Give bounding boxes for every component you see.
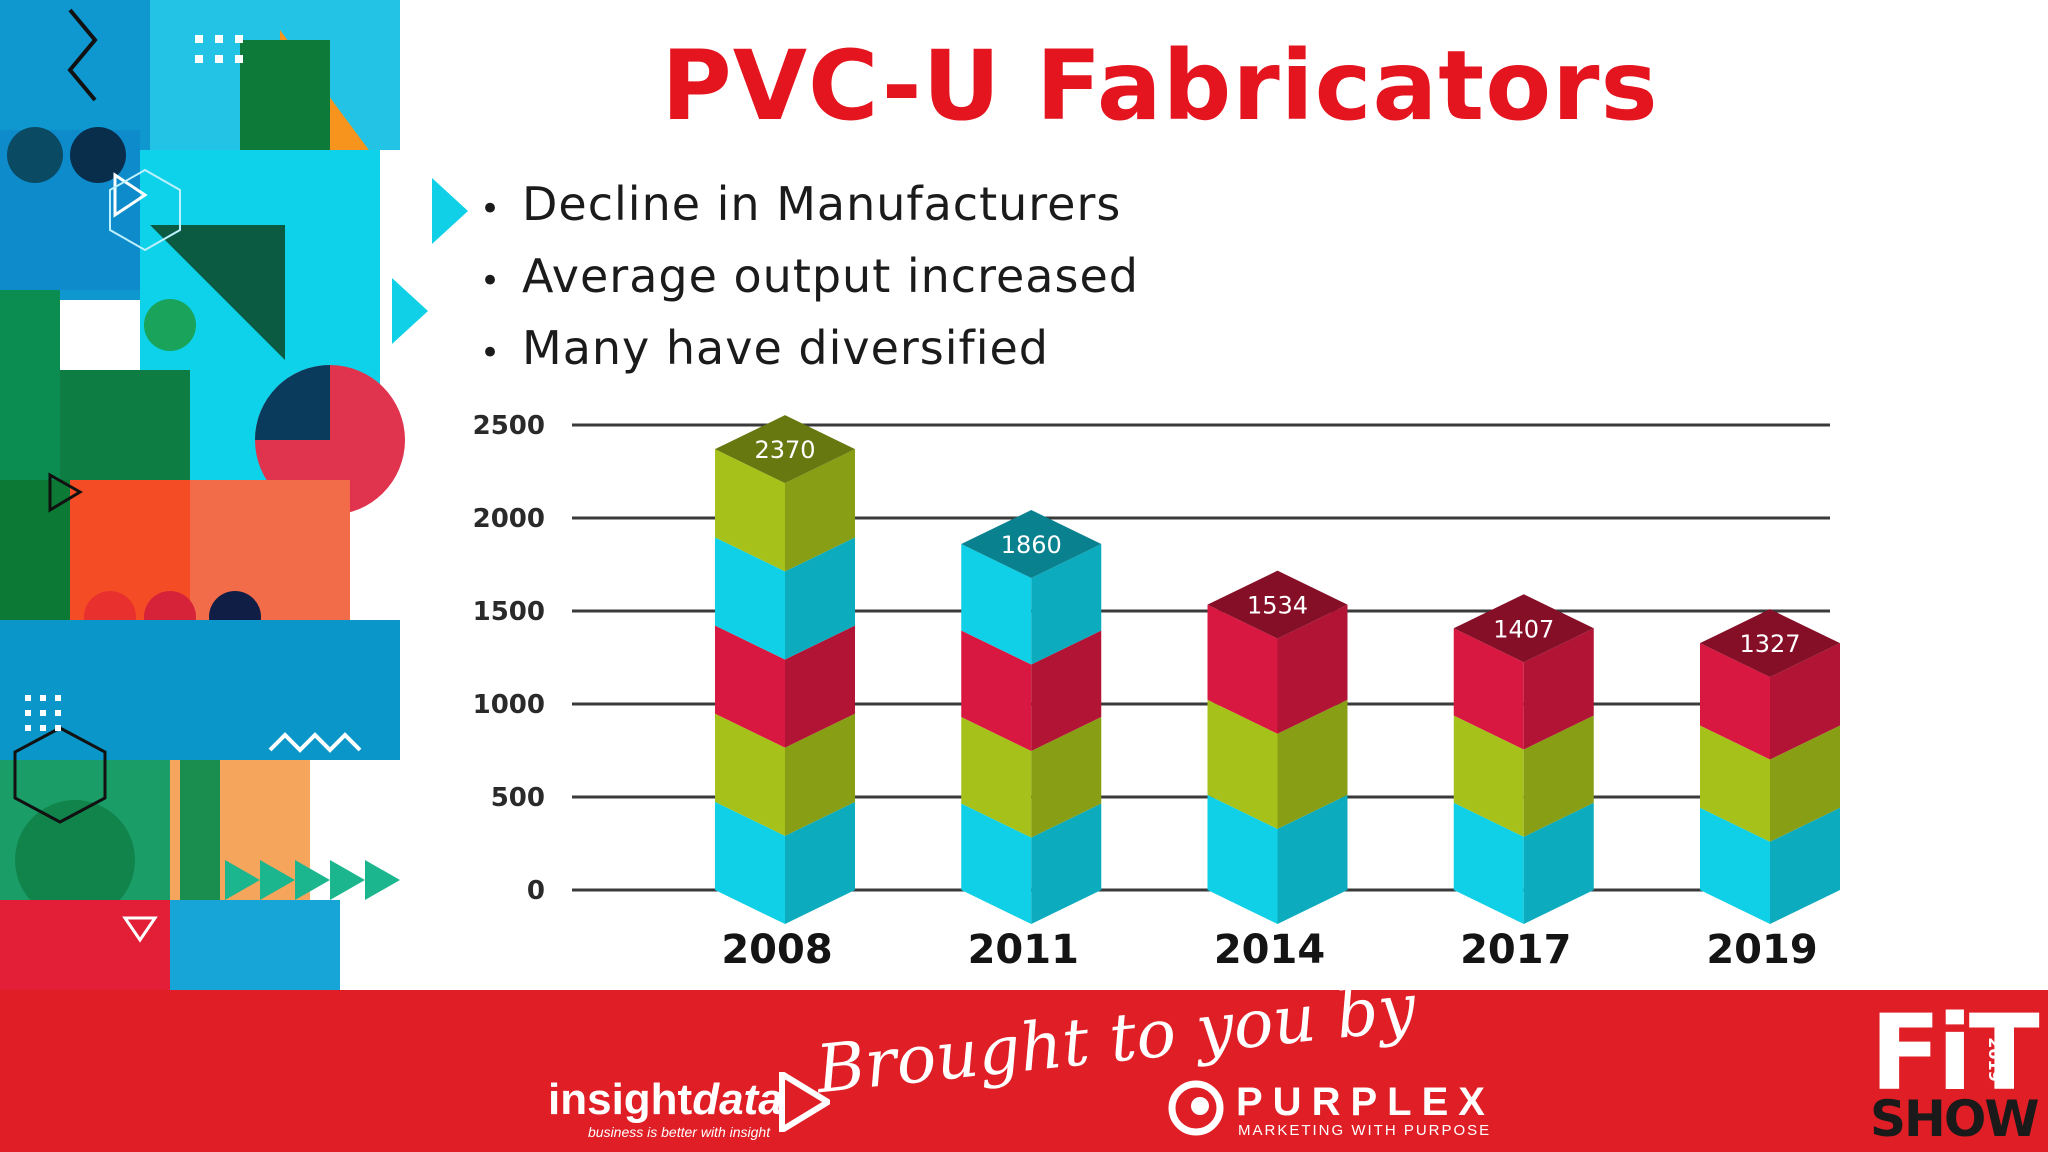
bar-segment-right [1523, 628, 1594, 750]
bar-segment-right [1031, 717, 1102, 838]
y-tick-label: 0 [527, 876, 545, 906]
x-tick-label: 2008 [721, 927, 832, 973]
bar-segment-left [961, 630, 1032, 752]
bullet-text: Many have diversified [522, 321, 1049, 375]
bar-segment-left [961, 717, 1032, 838]
x-tick-label: 2014 [1214, 927, 1325, 973]
bar-2011 [961, 510, 1102, 924]
bullet-text: Average output increased [522, 249, 1139, 303]
bar-segment-left [961, 544, 1032, 665]
fabricators-bar-chart: 0 500 1000 1500 2000 2500 2370 2008 1860 2011 1534… [473, 411, 1840, 973]
insightdata-logo: insightdata [548, 1075, 783, 1125]
y-tick-label: 2500 [473, 411, 545, 441]
fit-show-logo-top: FiT [1870, 992, 2040, 1114]
bar-segment-left [715, 713, 785, 836]
bar-segment-right [1031, 544, 1102, 665]
bar-2017 [1453, 594, 1594, 924]
bar-value-label: 2370 [754, 436, 815, 464]
y-tick-label: 2000 [473, 504, 545, 534]
bar-top-face [1453, 594, 1594, 663]
bar-segment-left [1700, 807, 1770, 924]
bar-segment-left [1453, 628, 1524, 750]
bar-segment-right [785, 801, 855, 924]
bar-segment-right [1523, 715, 1594, 837]
bar-segment-right [1770, 643, 1840, 760]
bar-segment-left [1207, 604, 1278, 734]
bar-segment-right [785, 537, 855, 660]
decorative-geometric-artwork [0, 0, 440, 990]
bar-segment-left [1700, 725, 1770, 842]
fit-show-year: 2019 [1984, 1037, 2004, 1082]
bar-top-face [1700, 609, 1840, 678]
bar-segment-left [715, 537, 785, 660]
insight-text: insight [548, 1075, 693, 1124]
bar-segment-right [1277, 699, 1348, 829]
purplex-tagline: MARKETING WITH PURPOSE [1238, 1122, 1492, 1139]
data-text: data [692, 1075, 783, 1124]
bar-segment-left [1207, 699, 1278, 829]
fit-show-logo-bottom: SHOW [1870, 1090, 2040, 1148]
y-tick-label: 1000 [473, 690, 545, 720]
bar-segment-left [715, 625, 785, 748]
bar-value-label: 1534 [1247, 592, 1308, 620]
bullet-list: • Decline in Manufacturers • Average outpu… [480, 168, 1139, 384]
purplex-logo-text: PURPLEX [1236, 1080, 1495, 1124]
bar-segment-left [715, 801, 785, 924]
bar-segment-right [1031, 803, 1102, 924]
bar-segment-right [1770, 807, 1840, 924]
bar-segment-right [785, 449, 855, 572]
bar-segment-left [961, 803, 1032, 924]
bar-segment-left [1207, 794, 1278, 924]
bullet-item: • Average output increased [480, 249, 1139, 303]
bullet-item: • Decline in Manufacturers [480, 177, 1122, 231]
bullet-text: Decline in Manufacturers [522, 177, 1122, 231]
bar-value-label: 1860 [1001, 531, 1062, 559]
purplex-logo-icon [1168, 1080, 1224, 1136]
bar-segment-right [1031, 630, 1102, 752]
insightdata-tagline: business is better with insight [588, 1124, 771, 1140]
bar-value-label: 1327 [1739, 630, 1800, 658]
slide-title: PVC-U Fabricators [661, 30, 1659, 142]
bar-top-face [1207, 570, 1348, 639]
bar-segment-right [1770, 725, 1840, 842]
y-tick-label: 500 [491, 783, 545, 813]
x-tick-label: 2017 [1460, 927, 1571, 973]
bar-segment-left [1453, 802, 1524, 924]
bar-top-face [715, 415, 855, 484]
bar-segment-right [785, 625, 855, 748]
cyan-arrow-icon [392, 278, 428, 344]
bullet-item: • Many have diversified [480, 321, 1049, 375]
x-tick-label: 2019 [1706, 927, 1817, 973]
bar-2014 [1207, 570, 1348, 924]
bar-segment-right [785, 713, 855, 836]
bar-segment-left [1453, 715, 1524, 837]
insightdata-play-icon [779, 1072, 830, 1132]
bar-segment-left [715, 449, 785, 572]
bar-segment-left [1700, 643, 1770, 760]
bar-segment-right [1523, 802, 1594, 924]
bar-segment-right [1277, 604, 1348, 734]
cyan-arrow-icon [432, 178, 468, 244]
bar-2019 [1700, 609, 1840, 924]
bar-value-label: 1407 [1493, 615, 1554, 643]
y-tick-label: 1500 [473, 597, 545, 627]
bar-2008 [715, 415, 855, 924]
x-tick-label: 2011 [968, 927, 1079, 973]
sponsor-footer [0, 990, 2048, 1152]
bar-segment-right [1277, 794, 1348, 924]
